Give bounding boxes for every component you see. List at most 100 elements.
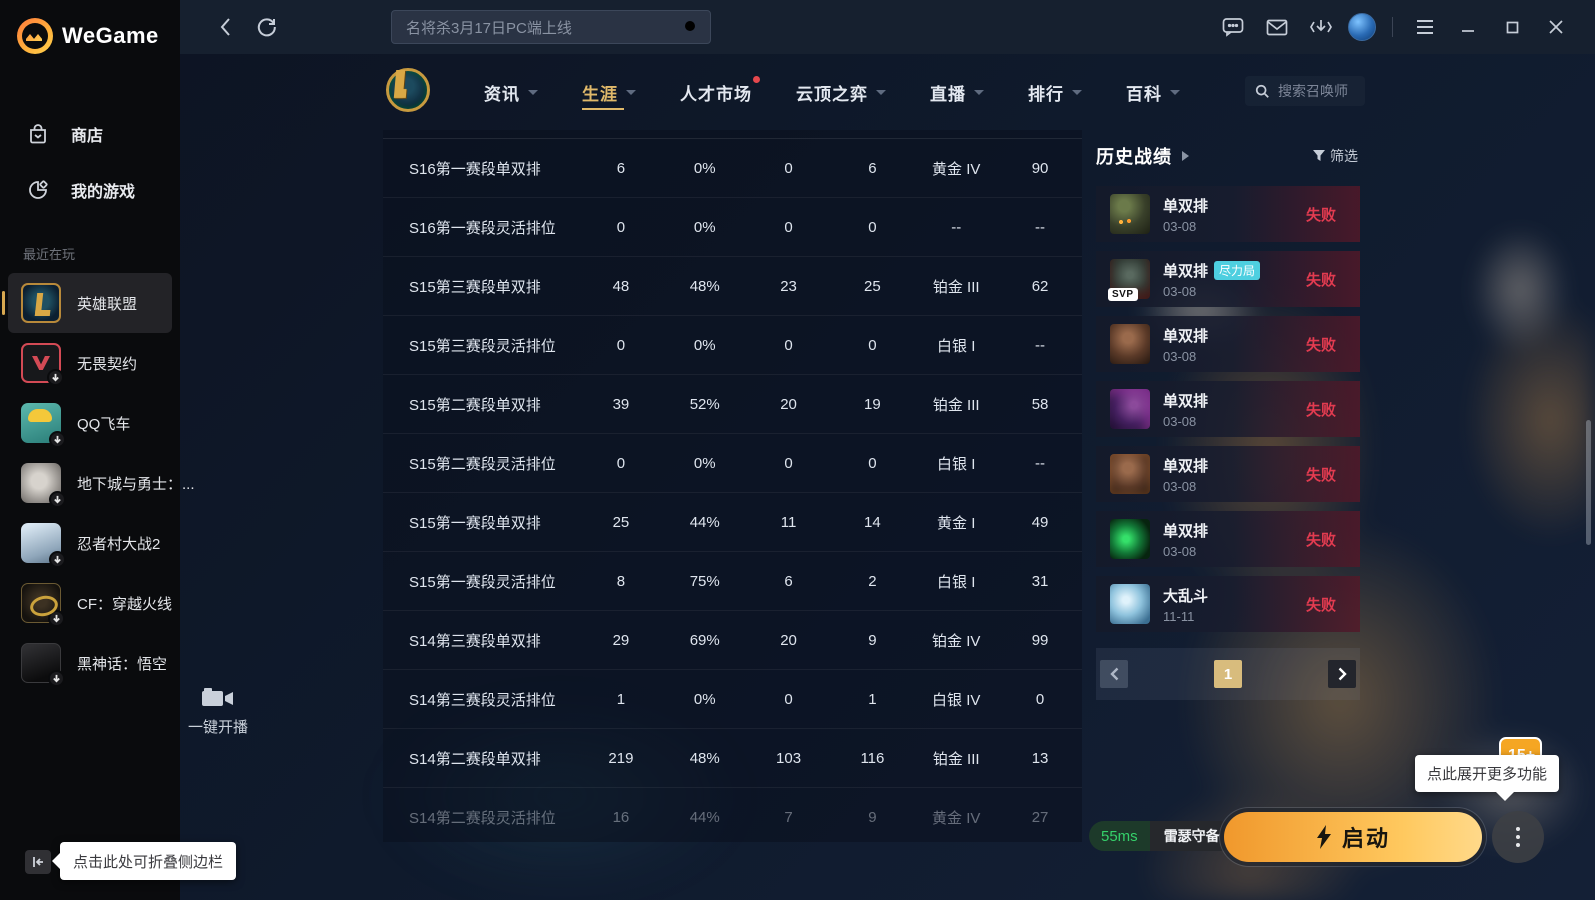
games-count: 25	[612, 513, 630, 531]
career-table-row[interactable]: S15第三赛段单双排 48 48% 23 25 铂金 III 62	[383, 257, 1082, 316]
server-ping-pill[interactable]: 55ms 雷瑟守备	[1089, 821, 1234, 851]
league-points: 58	[1031, 395, 1049, 413]
lol-logo[interactable]	[382, 64, 432, 118]
season-queue-name: S15第二赛段单双排	[409, 396, 541, 414]
queue-type: 单双排	[1163, 392, 1209, 410]
games-count: 6	[616, 159, 626, 177]
career-table-row[interactable]: S15第二赛段灵活排位 0 0% 0 0 白银 I --	[383, 434, 1082, 493]
career-table-row[interactable]: S15第一赛段灵活排位 8 75% 6 2 白银 I 31	[383, 552, 1082, 611]
quick-stream-button[interactable]: 一键开播	[188, 688, 248, 737]
match-row[interactable]: 单双排 03-08 失败	[1096, 316, 1360, 372]
career-table-row[interactable]: S14第三赛段单双排 29 69% 20 9 铂金 IV 99	[383, 611, 1082, 670]
chevron-down-icon	[1072, 89, 1082, 100]
league-points: 99	[1031, 631, 1049, 649]
arrow-right-icon[interactable]	[1182, 151, 1194, 161]
career-table-row[interactable]: S16第一赛段单双排 6 0% 0 6 黄金 IV 90	[383, 139, 1082, 198]
chevron-down-icon	[876, 89, 886, 100]
match-row[interactable]: SVP 单双排 尽力局 03-08 失败	[1096, 251, 1360, 307]
match-history-title[interactable]: 历史战绩	[1096, 147, 1172, 167]
game-list-item[interactable]: 地下城与勇士：...	[8, 453, 195, 513]
refresh-button[interactable]	[250, 10, 284, 44]
match-row[interactable]: 大乱斗 11-11 失败	[1096, 576, 1360, 632]
season-queue-name: S15第二赛段灵活排位	[409, 455, 556, 473]
lol-nav-tab[interactable]: 人才市场	[658, 54, 774, 130]
career-table-row[interactable]: S14第三赛段灵活排位 1 0% 0 1 白银 IV 0	[383, 670, 1082, 729]
game-title: 地下城与勇士：...	[77, 475, 195, 493]
match-date: 11-11	[1163, 608, 1195, 624]
collapse-sidebar-button[interactable]	[25, 850, 51, 874]
lol-nav-tab[interactable]: 排行	[1006, 54, 1104, 130]
match-row[interactable]: 单双排 03-08 失败	[1096, 186, 1360, 242]
career-stats-panel: S16第一赛段单双排 6 0% 0 6 黄金 IV 90 S16第一赛段灵活排位…	[383, 130, 1082, 842]
game-list-item[interactable]: QQ飞车	[8, 393, 172, 453]
minimize-button[interactable]	[1451, 10, 1485, 44]
next-page-button[interactable]	[1328, 660, 1356, 688]
lol-nav-tab[interactable]: 云顶之弈	[774, 54, 908, 130]
sidebar-item-store[interactable]: 商店	[0, 106, 180, 162]
game-title: 忍者村大战2	[77, 535, 161, 553]
losses-count: 0	[868, 454, 877, 472]
lol-nav-tab[interactable]: 百科	[1104, 54, 1202, 130]
close-button[interactable]	[1539, 10, 1573, 44]
more-functions-button[interactable]	[1492, 811, 1544, 863]
global-search-box[interactable]: 名将杀3月17日PC端上线	[391, 10, 711, 44]
wins-count: 0	[784, 336, 793, 354]
career-table-row[interactable]: S16第一赛段灵活排位 0 0% 0 0 -- --	[383, 198, 1082, 257]
back-button[interactable]	[208, 10, 242, 44]
game-list-item[interactable]: 黑神话：悟空	[8, 633, 172, 693]
lol-logo-ring	[386, 68, 430, 112]
match-date: 03-08	[1163, 543, 1197, 559]
download-badge-icon	[49, 431, 66, 448]
game-list-item[interactable]: 英雄联盟	[2, 273, 172, 333]
game-list-item[interactable]: CF：穿越火线	[8, 573, 172, 633]
main-menu-button[interactable]	[1409, 12, 1441, 42]
user-avatar[interactable]	[1348, 13, 1376, 41]
lol-nav-tab[interactable]: 生涯	[560, 54, 658, 130]
champion-portrait	[1110, 584, 1150, 624]
career-table-row[interactable]: S15第二赛段单双排 39 52% 20 19 铂金 III 58	[383, 375, 1082, 434]
filter-button[interactable]: 筛选	[1313, 146, 1360, 166]
match-result: 失败	[1305, 206, 1336, 224]
chat-button[interactable]	[1216, 10, 1250, 44]
search-icon[interactable]	[683, 19, 700, 36]
scrollbar-thumb[interactable]	[1586, 420, 1591, 545]
rank-tier: 铂金 III	[932, 278, 980, 296]
summoner-search-box[interactable]: 搜索召唤师	[1245, 76, 1365, 106]
game-icon	[21, 643, 65, 687]
match-row[interactable]: 单双排 03-08 失败	[1096, 381, 1360, 437]
match-info: 单双排 03-08	[1163, 455, 1208, 494]
career-table-row[interactable]: S15第一赛段单双排 25 44% 11 14 黄金 I 49	[383, 493, 1082, 552]
sidebar-item-my-games[interactable]: 我的游戏	[0, 162, 180, 218]
win-rate: 48%	[689, 749, 720, 767]
lol-nav-tab[interactable]: 资讯	[462, 54, 560, 130]
rank-tier: 白银 I	[937, 337, 976, 355]
queue-type: 单双排	[1163, 327, 1209, 345]
lol-nav-tab[interactable]: 直播	[908, 54, 1006, 130]
mail-button[interactable]	[1260, 10, 1294, 44]
game-list-item[interactable]: 忍者村大战2	[8, 513, 172, 573]
tab-label: 生涯	[582, 84, 618, 104]
downloads-button[interactable]	[1304, 10, 1338, 44]
game-list-item[interactable]: 无畏契约	[8, 333, 172, 393]
game-icon	[21, 283, 61, 323]
career-table-row[interactable]: S14第二赛段单双排 219 48% 103 116 铂金 III 13	[383, 729, 1082, 788]
league-points: 49	[1031, 513, 1049, 531]
maximize-button[interactable]	[1495, 10, 1529, 44]
game-list: 英雄联盟 无畏契约 QQ飞车	[0, 273, 195, 693]
win-rate: 44%	[689, 808, 720, 826]
download-badge-icon	[49, 551, 66, 568]
page-number[interactable]: 1	[1214, 660, 1242, 688]
launch-button[interactable]: 启动	[1224, 812, 1482, 862]
career-table-row[interactable]: S14第二赛段灵活排位 16 44% 7 9 黄金 IV 27	[383, 788, 1082, 842]
match-result: 失败	[1305, 401, 1336, 419]
career-table-row[interactable]: S15第三赛段灵活排位 0 0% 0 0 白银 I --	[383, 316, 1082, 375]
match-row[interactable]: 单双排 03-08 失败	[1096, 511, 1360, 567]
prev-page-button[interactable]	[1100, 660, 1128, 688]
back-icon	[220, 18, 230, 36]
match-list: 单双排 03-08 失败 SVP 单双排 尽力局	[1096, 186, 1360, 632]
wegame-logo[interactable]: WeGame	[0, 0, 180, 54]
queue-type: 大乱斗	[1163, 587, 1209, 605]
match-row[interactable]: 单双排 03-08 失败	[1096, 446, 1360, 502]
season-queue-name: S15第三赛段单双排	[409, 278, 541, 296]
game-title: CF：穿越火线	[77, 595, 172, 613]
